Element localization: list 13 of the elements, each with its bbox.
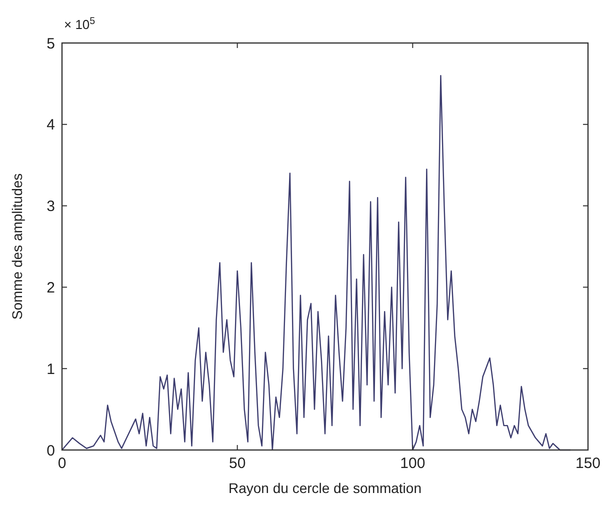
x-tick-label: 100 [400, 455, 426, 472]
x-tick-label: 50 [228, 455, 246, 472]
y-tick-label: 1 [46, 360, 55, 378]
y-axis-title: Somme des amplitudes [9, 173, 25, 320]
y-tick-label: 2 [46, 279, 55, 296]
y-tick-label: 0 [46, 442, 55, 460]
x-tick-label: 0 [58, 455, 66, 472]
y-tick-label: 5 [46, 35, 55, 52]
y-tick-label: 3 [46, 198, 55, 216]
x-axis-title: Rayon du cercle de sommation [228, 480, 422, 496]
y-tick-label: 4 [46, 116, 55, 134]
x-tick-label: 150 [575, 455, 601, 472]
text: × 10$^{5}$ [64, 16, 96, 32]
